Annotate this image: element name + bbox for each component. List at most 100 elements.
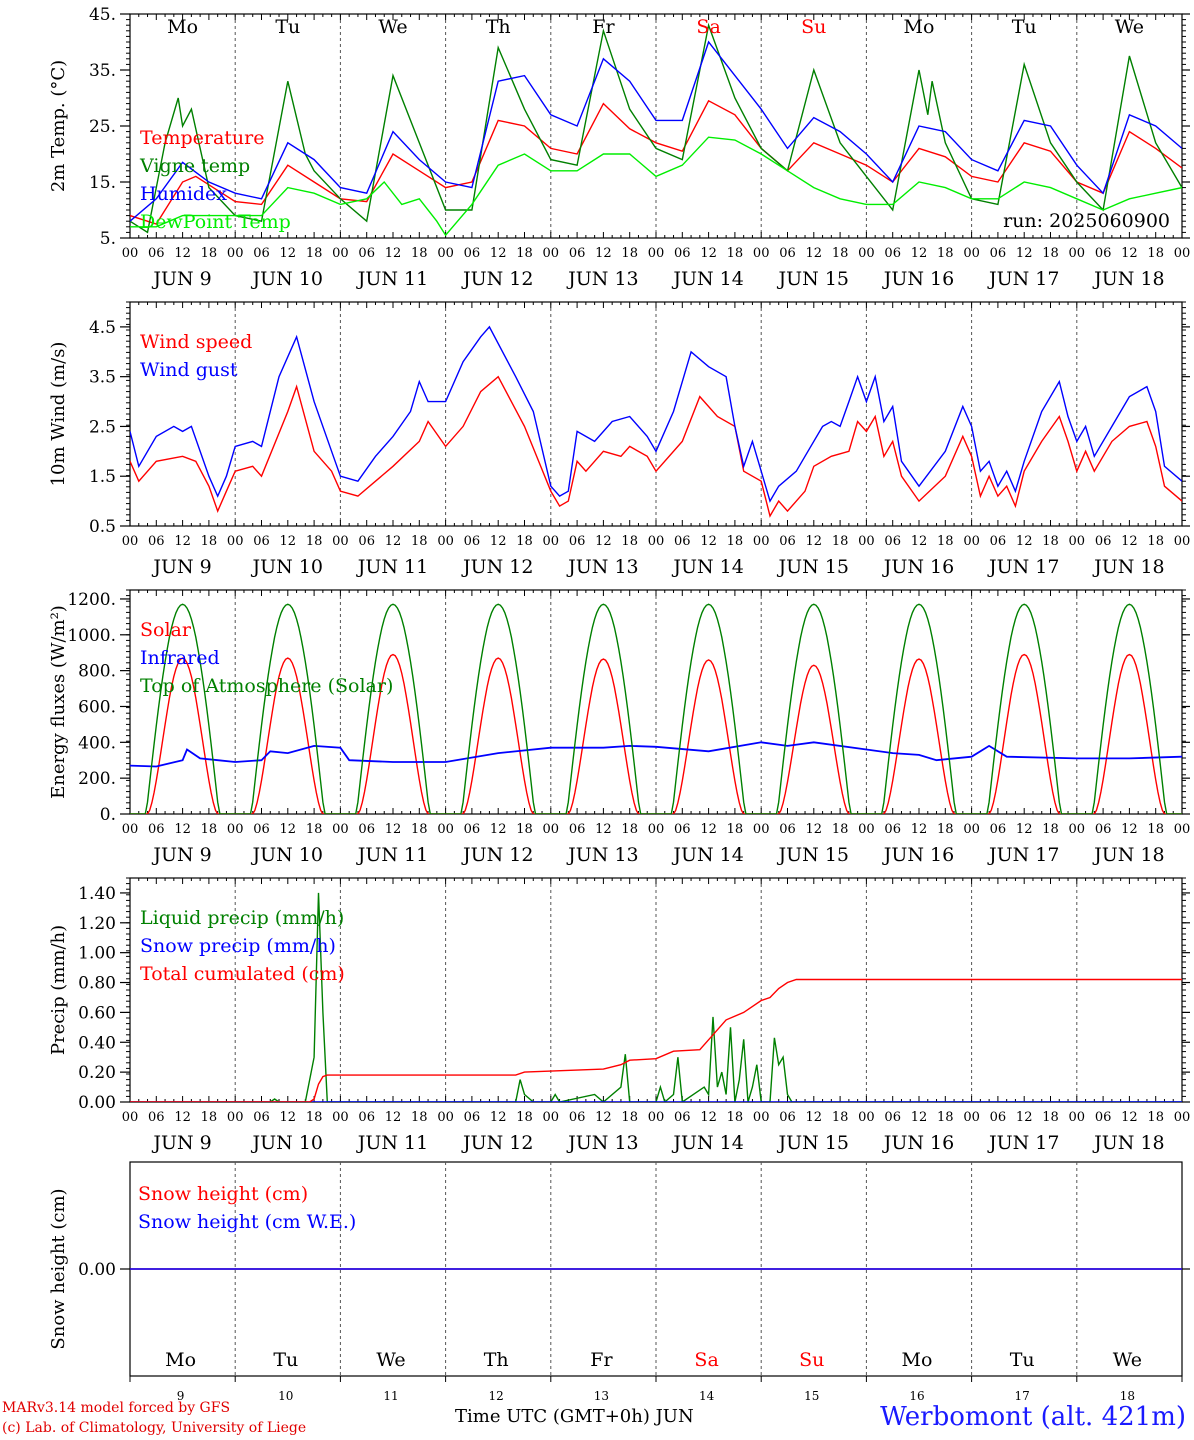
- hour-tick-label: 12: [174, 246, 191, 261]
- day-name-top: We: [1115, 16, 1144, 38]
- hour-tick-label: 00: [1069, 1110, 1086, 1125]
- hour-tick-label: 06: [358, 534, 375, 549]
- y-tick-label: 1200.: [67, 590, 116, 610]
- hour-tick-label: 12: [806, 822, 823, 837]
- hour-tick-label: 06: [148, 246, 165, 261]
- series-wind-speed: [130, 375, 1182, 518]
- hour-tick-label: 00: [122, 1110, 139, 1125]
- hour-tick-label: 00: [963, 534, 980, 549]
- hour-tick-label: 12: [280, 1110, 297, 1125]
- x-axis-title: Time UTC (GMT+0h) JUN: [455, 1406, 694, 1427]
- hour-tick-label: 12: [1121, 534, 1138, 549]
- hour-tick-label: 00: [648, 534, 665, 549]
- series-humidex: [130, 40, 1182, 222]
- hour-tick-label: 00: [858, 534, 875, 549]
- hour-tick-label: 18: [411, 246, 428, 261]
- hour-tick-label: 18: [516, 534, 533, 549]
- date-label: JUN 16: [882, 268, 954, 290]
- y-tick-label: 45.: [89, 5, 116, 25]
- hour-tick-label: 06: [148, 822, 165, 837]
- day-number-label: 13: [594, 1389, 609, 1403]
- legend-entry: Vigne temp: [139, 155, 250, 177]
- hour-tick-label: 06: [253, 246, 270, 261]
- lab-credit: (c) Lab. of Climatology, University of L…: [2, 1420, 307, 1436]
- y-tick-label: 400.: [78, 733, 116, 753]
- hour-tick-label: 06: [569, 822, 586, 837]
- hour-tick-label: 00: [1069, 246, 1086, 261]
- hour-tick-label: 18: [516, 246, 533, 261]
- date-label: JUN 11: [356, 844, 428, 866]
- day-number-label: 15: [804, 1389, 819, 1403]
- hour-tick-label: 12: [174, 534, 191, 549]
- date-label: JUN 17: [987, 1132, 1059, 1154]
- hour-tick-label: 00: [858, 1110, 875, 1125]
- y-tick-label: 15.: [89, 173, 116, 193]
- date-label: JUN 18: [1092, 268, 1164, 290]
- hour-tick-label: 18: [1042, 822, 1059, 837]
- hour-tick-label: 18: [306, 534, 323, 549]
- y-tick-label: 1.00: [78, 944, 116, 964]
- hour-tick-label: 00: [963, 1110, 980, 1125]
- hour-tick-label: 06: [358, 246, 375, 261]
- hour-tick-label: 12: [280, 534, 297, 549]
- series-liquid-precip-mm-h: [130, 892, 1182, 1102]
- hour-tick-label: 18: [937, 534, 954, 549]
- hour-tick-label: 18: [201, 246, 218, 261]
- hour-tick-label: 00: [332, 534, 349, 549]
- hour-tick-label: 06: [779, 1110, 796, 1125]
- date-label: JUN 13: [566, 268, 638, 290]
- hour-tick-label: 00: [753, 822, 770, 837]
- hour-tick-label: 18: [201, 534, 218, 549]
- hour-tick-label: 18: [1042, 246, 1059, 261]
- y-axis-label: Energy fluxes (W/m²): [48, 605, 69, 799]
- hour-tick-label: 06: [990, 822, 1007, 837]
- hour-tick-label: 06: [253, 1110, 270, 1125]
- day-name-bottom: Su: [799, 1349, 824, 1371]
- hour-tick-label: 18: [1147, 534, 1164, 549]
- hour-tick-label: 18: [727, 246, 744, 261]
- hour-tick-label: 18: [411, 534, 428, 549]
- date-label: JUN 16: [882, 1132, 954, 1154]
- y-axis-label: 2m Temp. (°C): [48, 60, 69, 192]
- hour-tick-label: 00: [543, 534, 560, 549]
- day-number-label: 10: [278, 1389, 293, 1403]
- hour-tick-label: 00: [332, 1110, 349, 1125]
- hour-tick-label: 12: [700, 1110, 717, 1125]
- hour-tick-label: 12: [911, 534, 928, 549]
- hour-tick-label: 06: [674, 1110, 691, 1125]
- hour-tick-label: 00: [963, 822, 980, 837]
- hour-tick-label: 06: [464, 1110, 481, 1125]
- hour-tick-label: 18: [1042, 534, 1059, 549]
- hour-tick-label: 18: [832, 1110, 849, 1125]
- hour-tick-label: 12: [490, 822, 507, 837]
- legend-entry: Wind gust: [140, 359, 238, 381]
- day-number-label: 16: [909, 1389, 924, 1403]
- y-tick-label: 1.5: [89, 467, 116, 487]
- hour-tick-label: 06: [569, 1110, 586, 1125]
- hour-tick-label: 18: [727, 1110, 744, 1125]
- hour-tick-label: 18: [727, 534, 744, 549]
- date-label: JUN 18: [1092, 556, 1164, 578]
- series-total-cumulated-cm: [130, 978, 1182, 1102]
- hour-tick-label: 12: [595, 534, 612, 549]
- hour-tick-label: 06: [464, 246, 481, 261]
- hour-tick-label: 12: [490, 1110, 507, 1125]
- y-tick-label: 0.5: [89, 517, 116, 537]
- hour-tick-label: 00: [648, 1110, 665, 1125]
- hour-tick-label: 12: [700, 822, 717, 837]
- legend-entry: Top of Atmosphere (Solar): [140, 675, 393, 697]
- hour-tick-label: 06: [569, 534, 586, 549]
- series-infrared: [130, 741, 1182, 768]
- hour-tick-label: 12: [174, 822, 191, 837]
- hour-tick-label: 12: [595, 822, 612, 837]
- hour-tick-label: 06: [1095, 822, 1112, 837]
- hour-tick-label: 06: [569, 246, 586, 261]
- y-tick-label: 25.: [89, 117, 116, 137]
- hour-tick-label: 00: [437, 1110, 454, 1125]
- day-number-label: 14: [699, 1389, 715, 1403]
- y-tick-label: 800.: [78, 662, 116, 682]
- date-label: JUN 12: [461, 844, 533, 866]
- hour-tick-label: 12: [700, 534, 717, 549]
- y-tick-label: 3.5: [89, 368, 116, 388]
- series-solar: [130, 653, 1182, 814]
